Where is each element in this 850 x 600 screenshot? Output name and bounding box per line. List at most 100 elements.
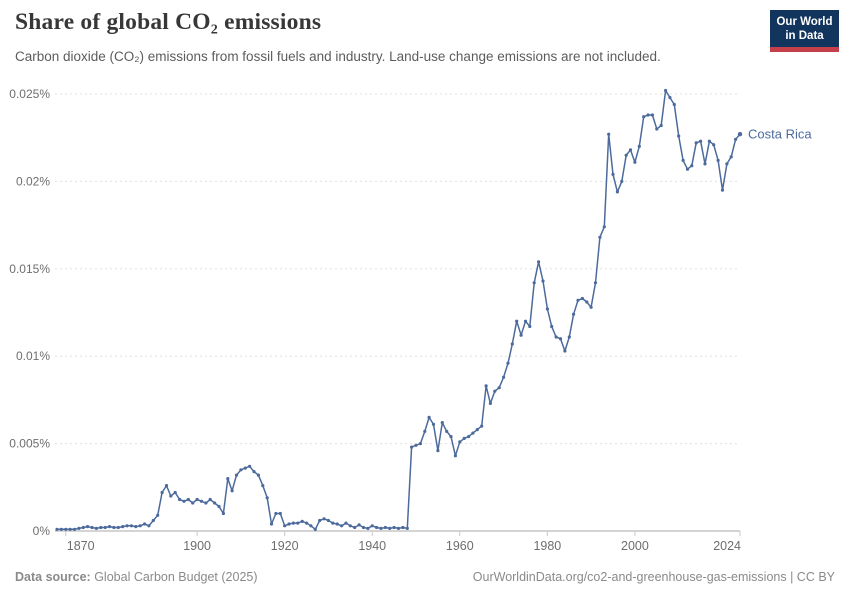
data-point	[589, 305, 593, 309]
x-axis	[55, 530, 741, 536]
data-point	[502, 375, 506, 379]
data-point	[353, 525, 357, 530]
data-point	[305, 521, 309, 525]
data-point	[558, 337, 563, 341]
data-point	[335, 522, 339, 526]
chart-subtitle: Carbon dioxide (CO₂) emissions from foss…	[15, 49, 661, 64]
data-point	[720, 188, 725, 192]
data-point	[532, 281, 536, 285]
data-point	[418, 442, 422, 446]
data-point	[436, 449, 440, 453]
x-tick-label: 1900	[183, 539, 211, 553]
data-source: Data source: Global Carbon Budget (2025)	[15, 570, 258, 584]
data-point	[318, 518, 322, 523]
x-tick-label: 1940	[358, 539, 386, 553]
data-point	[515, 319, 519, 323]
entity-label: Costa Rica	[748, 127, 812, 142]
y-tick-label: 0.02%	[16, 174, 50, 188]
data-point	[186, 497, 190, 502]
data-point	[278, 511, 282, 516]
data-point	[729, 155, 733, 159]
data-point	[685, 167, 690, 171]
data-point	[506, 361, 510, 365]
data-point	[348, 524, 352, 528]
data-point	[256, 473, 260, 477]
data-point	[493, 389, 497, 393]
data-point	[545, 307, 550, 311]
data-point	[81, 525, 85, 530]
data-point	[366, 526, 370, 531]
data-point	[497, 386, 501, 390]
data-point	[598, 235, 602, 239]
data-point	[694, 141, 698, 145]
data-point	[226, 477, 230, 481]
series-end-label[interactable]: Costa Rica	[748, 127, 812, 142]
data-point	[427, 415, 431, 419]
data-point	[467, 435, 471, 439]
data-point	[576, 298, 580, 302]
data-point	[248, 464, 252, 468]
data-point	[488, 401, 492, 405]
data-series[interactable]	[55, 88, 743, 531]
data-point	[541, 279, 545, 283]
data-point	[239, 468, 243, 472]
data-point	[668, 95, 672, 100]
data-point	[234, 473, 239, 477]
data-point	[90, 525, 94, 530]
data-point	[173, 490, 177, 495]
data-point	[169, 494, 173, 498]
data-point	[243, 466, 247, 470]
data-source-label: Data source:	[15, 570, 91, 584]
data-point	[410, 445, 414, 449]
y-tick-label: 0.025%	[9, 87, 50, 101]
owid-logo[interactable]: Our World in Data	[770, 10, 839, 52]
data-point	[213, 501, 217, 505]
data-point	[510, 342, 514, 346]
data-point	[615, 190, 620, 194]
data-point	[580, 296, 585, 301]
data-point	[681, 158, 685, 162]
data-point	[344, 521, 348, 525]
data-point	[107, 525, 112, 529]
data-point	[160, 490, 164, 495]
data-point	[414, 443, 418, 447]
x-tick-labels: 1870 1900 1920 1940 1960 1980 2000 2024	[67, 539, 741, 553]
data-point	[650, 113, 655, 117]
data-point	[593, 281, 598, 285]
data-point	[283, 524, 287, 528]
data-point	[208, 497, 212, 502]
data-point	[664, 88, 668, 93]
data-point	[563, 349, 567, 353]
data-point	[134, 525, 138, 529]
citation-link[interactable]: OurWorldinData.org/co2-and-greenhouse-ga…	[472, 570, 835, 584]
data-point	[611, 172, 615, 176]
data-point	[143, 522, 147, 526]
data-point	[554, 335, 558, 339]
data-point	[72, 527, 77, 531]
data-point	[326, 518, 330, 523]
data-point	[484, 384, 488, 388]
y-tick-label: 0.015%	[9, 262, 50, 276]
data-source-text: Global Carbon Budget (2025)	[90, 570, 258, 584]
data-point	[287, 522, 291, 526]
x-tick-label: 2024	[713, 539, 741, 553]
data-point	[64, 527, 68, 531]
data-point	[655, 127, 659, 131]
data-point	[261, 484, 265, 488]
x-tick-label: 1920	[271, 539, 299, 553]
y-tick-label: 0.005%	[9, 437, 50, 451]
data-point	[379, 526, 383, 531]
data-point	[672, 102, 676, 107]
data-point	[55, 527, 59, 531]
data-point	[357, 523, 361, 527]
page-title: Share of global CO₂ emissions	[15, 9, 322, 35]
data-point	[191, 501, 195, 505]
data-point	[182, 499, 186, 503]
data-point	[331, 521, 335, 525]
data-point	[230, 489, 234, 493]
data-point	[99, 525, 103, 530]
data-point	[677, 134, 681, 138]
data-point	[537, 260, 541, 264]
